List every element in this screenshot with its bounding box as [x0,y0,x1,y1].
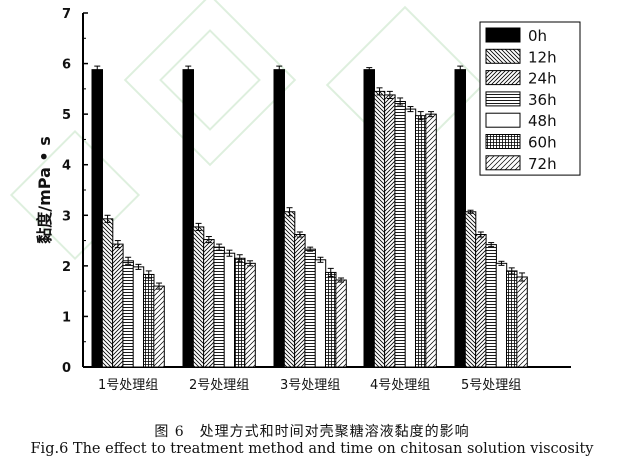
figure-caption-chinese: 图 6 处理方式和时间对壳聚糖溶液黏度的影响 [154,424,470,440]
bar-60h [234,257,246,368]
y-tick-label: 0 [62,361,71,376]
bar-0h [454,69,466,368]
legend-label: 60h [528,134,557,152]
legend-swatch-12h [485,48,521,64]
category-label: 3号处理组 [280,378,340,393]
bar-72h [335,279,347,368]
category-label: 2号处理组 [189,378,249,393]
y-tick-label: 5 [62,108,71,123]
legend-label: 36h [528,91,557,109]
plot-area: 0 1 2 3 4 5 6 7 黏度/mPa • s 1号处理组 2号处理组 3号处理组 4号处理组 5号… [35,7,581,393]
category-label: 5号处理组 [461,378,521,393]
bar-72h [516,276,528,368]
legend-label: 0h [528,27,547,45]
legend-swatch-48h [485,112,521,128]
bar-12h [464,211,477,368]
bar-48h [223,252,236,368]
legend-label: 12h [528,48,557,66]
legend-swatch-36h [485,91,521,107]
y-tick-label: 7 [62,7,71,22]
bar-12h [192,226,205,368]
bar-24h [294,234,306,368]
bar-48h [404,108,417,368]
legend-swatch-0h [485,27,521,43]
bar-36h [213,246,225,368]
bar-24h [112,243,124,368]
bar-24h [203,239,215,368]
bar-60h [415,115,427,368]
legend-label: 48h [528,112,557,130]
bar-36h [122,260,134,368]
legend-label: 72h [528,155,557,173]
y-tick-label: 3 [62,209,71,224]
y-tick-label: 6 [62,58,71,73]
bar-72h [425,113,437,368]
bar-48h [495,262,508,368]
bar-36h [304,248,316,368]
bar-72h [153,285,165,368]
bar-chart: 0 1 2 3 4 5 6 7 黏度/mPa • s 1号处理组 2号处理组 3号处理组 4号处理组 5号… [9,0,581,393]
bar-60h [143,273,155,368]
bar-12h [373,90,386,368]
bar-0h [363,69,375,368]
bar-24h [475,234,487,368]
y-tick-label: 4 [62,159,71,174]
bar-48h [132,266,145,368]
y-tick-label: 2 [62,260,71,275]
figure-caption-english: Fig.6 The effect to treatment method and… [30,441,594,457]
bar-60h [325,271,337,368]
bar-12h [101,218,114,368]
bar-24h [384,94,396,368]
bar-0h [273,69,285,368]
legend-swatch-60h [485,134,521,149]
legend-label: 24h [528,70,557,88]
y-tick-label: 1 [62,310,71,325]
bar-48h [314,259,327,368]
legend-swatch-24h [485,70,521,86]
bar-0h [91,69,103,368]
legend-swatch-72h [485,155,521,171]
y-axis-label: 黏度/mPa • s [35,136,54,244]
category-label: 4号处理组 [370,378,430,393]
bar-36h [394,101,406,368]
bar-60h [506,270,518,368]
bar-36h [485,244,497,368]
bar-12h [283,211,296,368]
bar-72h [244,262,256,368]
category-label: 1号处理组 [98,378,158,393]
bar-0h [182,69,194,368]
